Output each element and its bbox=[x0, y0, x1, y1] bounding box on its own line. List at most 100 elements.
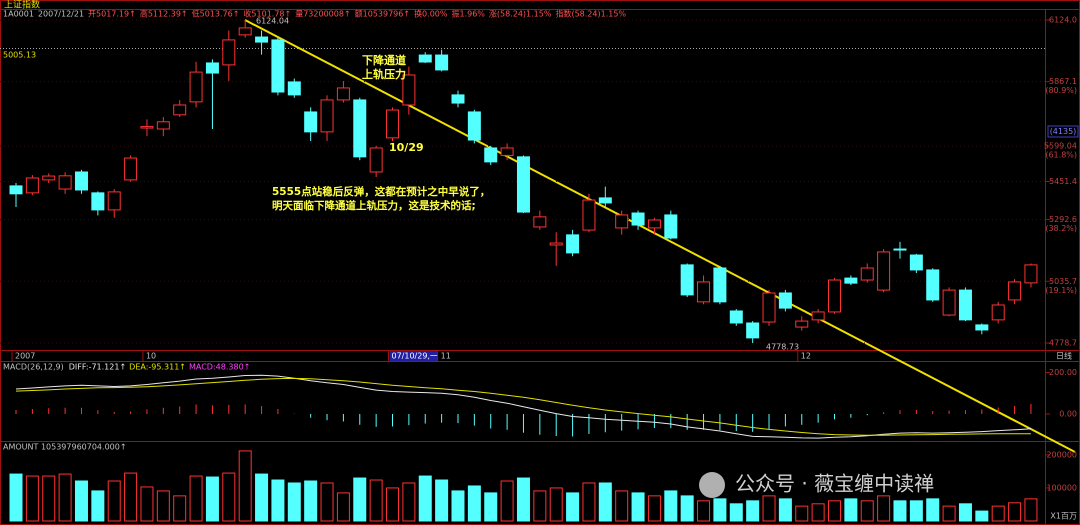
volume-bar bbox=[795, 505, 809, 522]
volume-bar bbox=[647, 495, 661, 522]
indicator-line bbox=[15, 377, 1031, 436]
volume-bar bbox=[271, 479, 285, 522]
watermark-icon bbox=[699, 472, 725, 498]
tick-note: (61.8%) bbox=[1045, 151, 1077, 160]
candle-body bbox=[877, 251, 891, 291]
x-tick-label: 2007 bbox=[15, 352, 35, 361]
volume-bar bbox=[893, 500, 907, 522]
candle-body bbox=[958, 289, 972, 321]
y-tick-label: 0.00 bbox=[1059, 409, 1077, 418]
volume-bar bbox=[631, 492, 645, 522]
candle-body bbox=[42, 175, 56, 181]
annotation: 明天面临下降通道上轨压力，这是技术的话; bbox=[272, 199, 476, 212]
panel-title: MACD(26,12,9) bbox=[3, 363, 64, 372]
annotation: 5555点站稳后反弹，这都在预计之中早说了， bbox=[272, 185, 490, 198]
candle-body bbox=[778, 292, 792, 309]
volume-bar bbox=[991, 505, 1005, 522]
volume-bar bbox=[566, 492, 580, 522]
candle-body bbox=[484, 147, 498, 163]
candle-body bbox=[91, 192, 105, 211]
candle-body bbox=[1024, 264, 1038, 284]
candle-body bbox=[271, 39, 285, 93]
y-tick-label: 6124.0 bbox=[1049, 15, 1077, 24]
volume-bar bbox=[320, 482, 334, 522]
candle-body bbox=[664, 214, 678, 239]
volume-bar bbox=[124, 472, 138, 522]
annotation: 上轨压力 bbox=[362, 67, 406, 81]
y-tick-label: 5599.04 bbox=[1044, 142, 1077, 151]
volume-bar bbox=[811, 503, 825, 522]
info-item: 收5101.78↑ bbox=[243, 9, 291, 19]
volume-bar bbox=[42, 475, 56, 522]
volume-bar bbox=[255, 473, 269, 522]
candle-body bbox=[189, 71, 203, 103]
candle-body bbox=[893, 248, 907, 251]
annotation: 下降通道 bbox=[362, 53, 406, 67]
high-label: 6124.04 bbox=[256, 17, 289, 26]
y-tick-label: 4778.7 bbox=[1049, 338, 1077, 347]
volume-bar bbox=[926, 498, 940, 522]
volume-bar bbox=[287, 482, 301, 522]
candle-body bbox=[647, 219, 661, 229]
candle-body bbox=[762, 292, 776, 323]
volume-bar bbox=[877, 495, 891, 522]
volume-bar bbox=[533, 490, 547, 522]
trend-line bbox=[244, 19, 1076, 453]
volume-bar bbox=[435, 479, 449, 522]
candle-body bbox=[844, 277, 858, 284]
info-item: 换0.00% bbox=[414, 9, 448, 19]
volume-bar bbox=[582, 482, 596, 522]
candle-body bbox=[991, 304, 1005, 321]
candle-body bbox=[336, 87, 350, 101]
candle-body bbox=[909, 254, 923, 271]
legend-entry: DIFF:-71.121↑ bbox=[69, 363, 126, 372]
volume-bar bbox=[451, 490, 465, 522]
y-tick-label: 200.00 bbox=[1049, 368, 1077, 377]
candle-body bbox=[1008, 281, 1022, 301]
volume-bar bbox=[1024, 498, 1038, 522]
x-tick-label: 12 bbox=[801, 352, 811, 361]
candle-body bbox=[680, 264, 694, 296]
candle-body bbox=[926, 269, 940, 301]
candle-body bbox=[435, 54, 449, 71]
volume-bar bbox=[304, 480, 318, 522]
info-item: 指数(58.24)1.15% bbox=[555, 9, 626, 19]
candle-body bbox=[729, 310, 743, 324]
candle-body bbox=[9, 185, 23, 195]
info-item: 高5112.39↑ bbox=[140, 9, 188, 19]
volume-bar bbox=[189, 475, 203, 522]
volume-bar bbox=[1008, 502, 1022, 522]
volume-bar bbox=[336, 492, 350, 522]
candle-body bbox=[828, 279, 841, 313]
candle-body bbox=[500, 147, 514, 156]
volume-bar bbox=[762, 495, 776, 522]
candle-body bbox=[811, 311, 825, 321]
candle-body bbox=[713, 267, 727, 303]
volume-bar bbox=[467, 485, 481, 522]
y-tick-label: 100000 bbox=[1046, 483, 1077, 492]
volume-bar bbox=[958, 503, 972, 522]
volume-bar bbox=[680, 495, 694, 522]
panel-title: AMOUNT 105397960704.000↑ bbox=[3, 443, 127, 452]
candle-body bbox=[598, 197, 612, 204]
y-tick-label: 5451.4 bbox=[1049, 177, 1077, 186]
candle-body bbox=[451, 94, 465, 104]
candle-body bbox=[860, 267, 874, 281]
candle-body bbox=[549, 242, 563, 246]
volume-bar bbox=[828, 500, 841, 522]
volume-bar bbox=[500, 480, 514, 522]
candle-body bbox=[402, 74, 416, 106]
candle-body bbox=[697, 281, 711, 303]
tick-note: (38.2%) bbox=[1045, 224, 1077, 233]
volume-bar bbox=[598, 482, 612, 522]
volume-bar bbox=[9, 473, 23, 522]
volume-bar bbox=[173, 495, 187, 522]
volume-bar bbox=[664, 490, 678, 522]
volume-bar bbox=[238, 450, 252, 522]
volume-bar bbox=[353, 477, 367, 522]
y-tick-label: 5292.6 bbox=[1049, 215, 1077, 224]
volume-bar bbox=[222, 472, 236, 522]
info-item: 低5013.76↑ bbox=[192, 9, 240, 19]
volume-bar bbox=[107, 480, 121, 522]
volume-bar bbox=[156, 490, 170, 522]
